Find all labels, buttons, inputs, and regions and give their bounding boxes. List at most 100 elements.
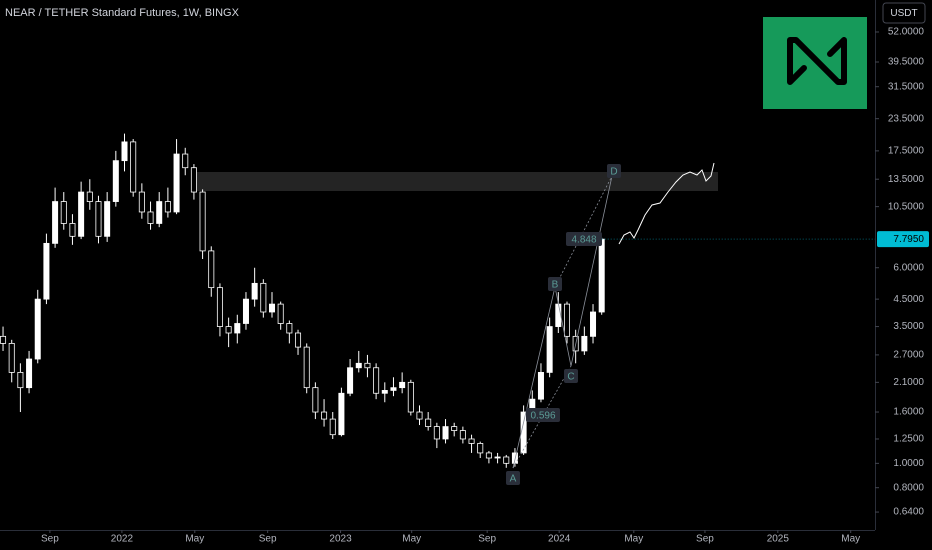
y-tick-label: 2.1000: [893, 377, 924, 388]
currency-label[interactable]: USDT: [890, 8, 917, 19]
point-label: B: [552, 280, 559, 291]
candle-body: [277, 303, 284, 324]
logo-mark: [787, 37, 847, 85]
candle-body: [34, 298, 41, 360]
y-tick-label: 39.5000: [888, 57, 925, 68]
x-tick-label: 2022: [111, 534, 134, 545]
x-tick-label: Sep: [41, 534, 59, 545]
y-tick-label: 17.5000: [888, 146, 925, 157]
candle-body: [104, 201, 111, 237]
label-box: [506, 471, 520, 485]
candle-body: [95, 201, 102, 237]
y-tick-label: 6.0000: [893, 262, 924, 273]
candle-body: [303, 346, 310, 389]
chart-title: NEAR / TETHER Standard Futures, 1W, BING…: [5, 7, 240, 19]
label-box: [548, 277, 562, 291]
candle-body: [86, 191, 93, 202]
x-tick-label: Sep: [478, 534, 496, 545]
label-box: [564, 369, 578, 383]
x-tick-label: 2023: [329, 534, 352, 545]
candle-body: [69, 223, 76, 237]
candle-body: [598, 238, 605, 313]
x-tick-label: May: [185, 534, 204, 545]
candle-body: [199, 191, 206, 252]
candle-body: [78, 191, 85, 237]
candle-body: [208, 250, 215, 289]
projection-path: [618, 162, 715, 245]
candle-body: [43, 242, 50, 300]
candle-body: [329, 418, 336, 436]
y-tick-label: 1.0000: [893, 458, 924, 469]
y-tick-label: 3.5000: [893, 321, 924, 332]
pattern-diagonals: [512, 175, 613, 469]
candle-body: [459, 430, 466, 440]
candle-body: [190, 167, 197, 193]
candle-body: [494, 456, 501, 459]
x-tick-label: May: [841, 534, 860, 545]
candle-body: [373, 367, 380, 394]
candle-body: [138, 191, 145, 213]
point-label: C: [567, 372, 574, 383]
y-tick-label: 23.5000: [888, 113, 925, 124]
candle-body: [442, 426, 449, 440]
label-box: [566, 232, 602, 246]
candle-body: [451, 426, 458, 431]
pattern-legs: [512, 175, 613, 469]
candle-body: [399, 381, 406, 389]
candle-body: [295, 332, 302, 348]
y-tick-label: 1.6000: [893, 407, 924, 418]
label-box: [607, 164, 621, 178]
point-label: D: [610, 167, 617, 178]
candle-body: [390, 387, 397, 391]
pattern-labels: A B C D 0.596 4.848: [506, 164, 621, 485]
candle-body: [147, 211, 154, 224]
ratio-label: 4.848: [571, 235, 596, 246]
candle-body: [156, 201, 163, 224]
harmonic-pattern: [512, 175, 613, 469]
candle-body: [225, 326, 232, 334]
y-tick-label: 4.5000: [893, 294, 924, 305]
x-tick-label: Sep: [259, 534, 277, 545]
last-price-label: 7.7950: [893, 234, 924, 245]
resistance-zone: [195, 172, 718, 191]
y-tick-label: 0.6400: [893, 507, 924, 518]
candle-body: [260, 282, 267, 313]
candle-body: [537, 372, 544, 400]
y-tick-label: 2.7000: [893, 350, 924, 361]
near-logo: [763, 17, 867, 109]
candle-body: [8, 343, 15, 373]
label-box: [526, 408, 560, 422]
candle-body: [433, 426, 440, 440]
candle-body: [268, 303, 276, 313]
candle-body: [416, 411, 423, 420]
candle-body: [503, 456, 510, 464]
candle-body: [0, 335, 7, 344]
y-tick-label: 10.5000: [888, 201, 925, 212]
currency-button[interactable]: [882, 2, 926, 24]
candle-body: [112, 160, 119, 202]
candle-body: [590, 311, 597, 337]
candle-body: [321, 411, 328, 420]
ratio-label: 0.596: [530, 411, 555, 422]
candle-body: [130, 141, 137, 193]
candle-body: [364, 362, 371, 369]
candle-body: [52, 201, 59, 244]
x-tick-label: 2024: [548, 534, 571, 545]
point-label: A: [510, 474, 517, 485]
y-tick-label: 0.8000: [893, 482, 924, 493]
candle-body: [17, 372, 24, 389]
candle-body: [182, 153, 189, 169]
x-tick-label: Sep: [696, 534, 714, 545]
candle-body: [546, 326, 553, 373]
last-price-tag: [877, 231, 929, 248]
candle-body: [407, 381, 414, 413]
x-tick-label: May: [624, 534, 643, 545]
y-tick-label: 52.0000: [888, 27, 925, 38]
candle-body: [60, 201, 67, 224]
x-tick-label: 2025: [767, 534, 790, 545]
candle-body: [234, 323, 241, 334]
y-tick-label: 31.5000: [888, 81, 925, 92]
candle-body: [581, 335, 588, 352]
candle-body: [477, 443, 484, 454]
